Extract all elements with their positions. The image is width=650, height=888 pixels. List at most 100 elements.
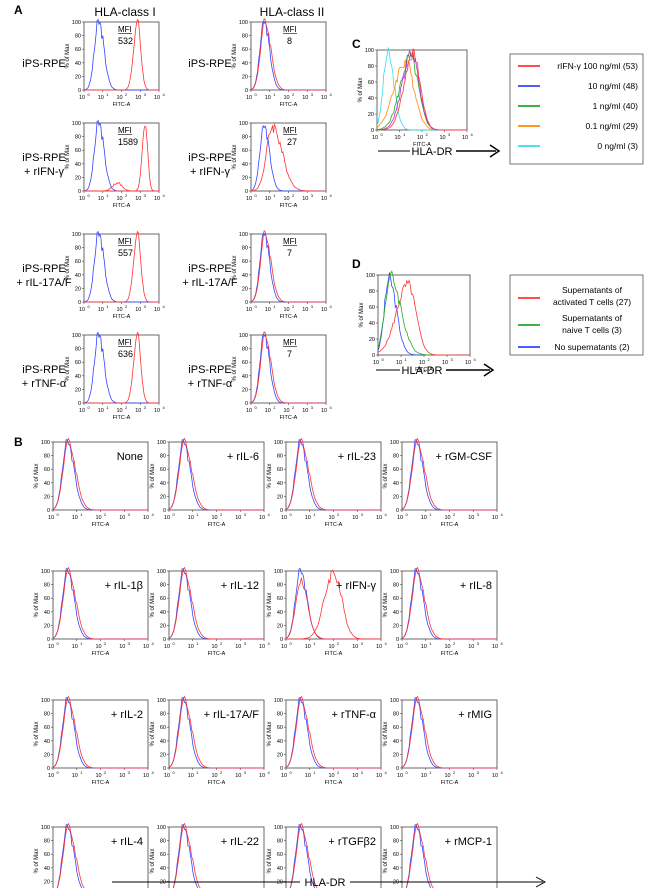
x-tick-label: 10 — [376, 644, 382, 650]
x-tick-label: 10 — [164, 773, 170, 779]
x-tick-label: 10 — [79, 408, 85, 414]
x-tick-exponent: 0 — [290, 512, 293, 517]
x-tick-label: 10 — [302, 307, 308, 313]
y-tick-label: 20 — [393, 752, 399, 758]
x-tick-label: 10 — [143, 515, 149, 521]
x-tick-label: 10 — [154, 196, 160, 202]
x-tick-exponent: 3 — [244, 770, 247, 775]
y-tick-label: 100 — [157, 569, 166, 575]
x-tick-exponent: 4 — [268, 641, 271, 646]
x-tick-exponent: 4 — [163, 304, 166, 309]
histogram-curve — [285, 577, 381, 640]
y-tick-label: 60 — [160, 467, 166, 473]
y-tick-label: 80 — [75, 347, 81, 353]
x-tick-exponent: 2 — [220, 641, 223, 646]
x-tick-label: 10 — [352, 515, 358, 521]
x-tick-exponent: 4 — [330, 304, 333, 309]
x-tick-exponent: 1 — [80, 770, 83, 775]
histogram-curve — [377, 279, 470, 356]
y-axis-label: % of Max — [65, 356, 71, 381]
x-tick-label: 10 — [444, 773, 450, 779]
y-tick-label: 60 — [160, 725, 166, 731]
x-tick-label: 10 — [444, 644, 450, 650]
y-tick-label: 100 — [72, 20, 81, 26]
y-tick-label: 20 — [369, 337, 375, 343]
plot-frame — [401, 570, 498, 640]
x-tick-exponent: 4 — [152, 770, 155, 775]
y-tick-label: 80 — [369, 289, 375, 295]
mfi-label: MFI — [118, 25, 132, 34]
x-tick-exponent: 2 — [292, 92, 295, 97]
x-tick-exponent: 3 — [477, 641, 480, 646]
y-axis-label: % of Max — [267, 848, 273, 873]
y-tick-label: 0 — [245, 300, 248, 306]
x-tick-label: 10 — [143, 644, 149, 650]
histogram-curve — [250, 123, 326, 192]
panel-d-axis-label: HLA-DR — [402, 365, 443, 377]
x-tick-label: 10 — [259, 644, 265, 650]
y-tick-label: 100 — [157, 698, 166, 704]
histogram-curve — [168, 566, 264, 640]
plot-frame — [52, 570, 149, 640]
y-tick-label: 20 — [277, 623, 283, 629]
y-axis-label: % of Max — [358, 77, 364, 102]
x-axis-label: FITC-A — [415, 367, 433, 373]
histogram-curve — [84, 182, 159, 192]
x-tick-exponent: 0 — [406, 770, 409, 775]
y-tick-label: 100 — [239, 232, 248, 238]
row-label-line1: iPS-RPE — [188, 364, 231, 376]
y-tick-label: 20 — [160, 494, 166, 500]
y-axis-label: % of Max — [150, 592, 156, 617]
row-label-line1: iPS-RPE — [22, 152, 65, 164]
x-axis-label: FITC-A — [325, 780, 343, 786]
x-tick-exponent: 1 — [405, 357, 408, 362]
x-tick-label: 10 — [444, 515, 450, 521]
y-tick-label: 40 — [44, 739, 50, 745]
x-tick-exponent: 3 — [477, 512, 480, 517]
x-tick-exponent: 4 — [471, 132, 474, 137]
y-tick-label: 40 — [75, 162, 81, 168]
y-tick-label: 100 — [72, 232, 81, 238]
mfi-label: MFI — [118, 338, 132, 347]
y-tick-label: 100 — [366, 273, 375, 279]
histogram-curve — [84, 331, 159, 404]
y-tick-label: 40 — [160, 866, 166, 872]
x-tick-label: 10 — [188, 773, 194, 779]
x-tick-label: 10 — [235, 644, 241, 650]
y-axis-label: % of Max — [232, 356, 238, 381]
histogram-curve — [52, 437, 148, 511]
y-tick-label: 20 — [44, 752, 50, 758]
x-tick-label: 10 — [321, 95, 327, 101]
x-tick-exponent: 4 — [268, 770, 271, 775]
x-tick-label: 10 — [119, 515, 125, 521]
row-label-line1: iPS-RPE — [188, 152, 231, 164]
plot-frame — [52, 441, 149, 511]
mfi-label: MFI — [118, 237, 132, 246]
y-tick-label: 0 — [47, 637, 50, 643]
y-tick-label: 40 — [277, 481, 283, 487]
legend-entry: rIFN-γ 100 ng/ml (53) — [557, 61, 638, 71]
x-tick-label: 10 — [302, 196, 308, 202]
y-tick-label: 100 — [239, 20, 248, 26]
x-tick-exponent: 2 — [453, 770, 456, 775]
y-tick-label: 80 — [393, 454, 399, 460]
x-tick-exponent: 2 — [104, 641, 107, 646]
x-tick-exponent: 2 — [453, 512, 456, 517]
y-tick-label: 0 — [47, 508, 50, 514]
y-tick-label: 0 — [163, 637, 166, 643]
x-tick-exponent: 1 — [106, 193, 109, 198]
x-tick-exponent: 1 — [273, 193, 276, 198]
y-tick-label: 60 — [242, 360, 248, 366]
x-tick-label: 10 — [283, 95, 289, 101]
x-tick-exponent: 0 — [88, 304, 91, 309]
mfi-label: MFI — [283, 338, 297, 347]
histogram-curve — [377, 48, 467, 131]
y-tick-label: 20 — [242, 175, 248, 181]
mfi-value: 636 — [118, 349, 133, 359]
x-tick-label: 10 — [164, 515, 170, 521]
row-label-line2: + rIFN-γ — [190, 166, 231, 178]
